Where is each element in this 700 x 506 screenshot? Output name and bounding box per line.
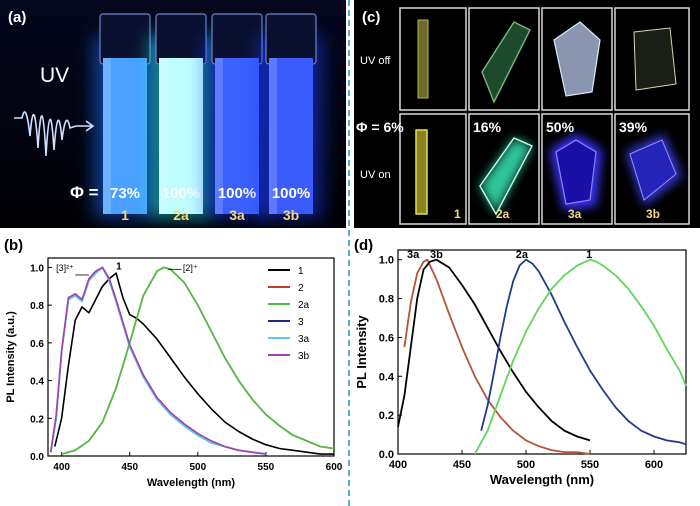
vial-sample-1: 1	[121, 207, 129, 223]
vial-qy-3a: 100%	[218, 185, 256, 202]
legend-label-3b: 3b	[298, 351, 310, 362]
qy-2a: 16%	[473, 119, 502, 135]
crystal-3b-on	[629, 139, 677, 201]
sample-label-3a: 3a	[568, 207, 582, 221]
vial-qy-1: 73%	[110, 185, 140, 202]
sample-label-2a: 2a	[496, 207, 510, 221]
uv-off-label: UV off	[360, 55, 391, 67]
crystal-2a-glow	[480, 138, 532, 214]
phi-label: Φ =	[70, 183, 99, 202]
uv-label: UV	[40, 64, 69, 87]
series-line-1	[54, 272, 334, 455]
vial-cap-1	[99, 13, 151, 65]
series-line-2a	[61, 266, 335, 455]
series-line-3b	[397, 258, 591, 442]
qy-3b: 39%	[619, 119, 648, 135]
crystal-3b-off	[633, 27, 677, 91]
series-line-3b	[49, 266, 267, 455]
vial-2a	[159, 58, 203, 214]
x-tick-label: 400	[53, 462, 70, 473]
vial-qy-3b: 100%	[272, 185, 310, 202]
x-tick-label: 550	[581, 459, 599, 471]
vial-3a	[215, 58, 259, 214]
y-tick-label: 0.8	[30, 301, 44, 312]
x-tick-label: 600	[326, 462, 343, 473]
crystal-3a-off	[553, 21, 601, 97]
panel-a-label: (a)	[8, 9, 26, 26]
panel-b-label: (b)	[4, 237, 23, 254]
y-tick-label: 0.0	[379, 449, 394, 461]
x-tick-label: 450	[121, 462, 138, 473]
y-tick-label: 1.0	[30, 263, 44, 274]
sample-label-1: 1	[454, 207, 461, 221]
y-tick-label: 0.4	[30, 377, 44, 388]
legend-label-1: 1	[298, 266, 304, 277]
chart-b: (b) 400 450 500 550 600 0.0 0.2 0.4 0.6 0.8 1.0 Wav…	[4, 237, 343, 489]
annotation-3-dication: [3]²⁺	[56, 263, 74, 273]
y-axis-label: PL Intensity (a.u.)	[5, 311, 17, 403]
series-line-2	[61, 266, 335, 455]
series-line-2a	[480, 258, 687, 446]
uv-on-label: UV on	[360, 169, 391, 181]
series-line-1	[474, 258, 687, 455]
vial-cap-2a	[155, 13, 207, 65]
vial-qy-2a: 100%	[162, 185, 200, 202]
plot-frame	[47, 257, 335, 457]
y-tick-label: 0.6	[379, 332, 394, 344]
x-tick-label: 500	[517, 459, 535, 471]
y-tick-label: 0.6	[30, 339, 44, 350]
qy-3a: 50%	[546, 119, 575, 135]
x-tick-label: 400	[389, 459, 407, 471]
x-tick-label: 450	[453, 459, 471, 471]
series-line-3a	[403, 258, 591, 455]
panel-c-label: (c)	[362, 9, 380, 26]
vial-sample-3b: 3b	[283, 207, 299, 223]
legend-label-3a: 3a	[298, 334, 310, 345]
qy-1: Φ = 6%	[356, 119, 404, 135]
vial-3b	[269, 58, 313, 214]
legend-label-2: 2	[298, 283, 304, 294]
annotation-2-cation: [2]⁺	[183, 263, 198, 273]
y-tick-label: 0.8	[379, 294, 394, 306]
crystal-1-on	[415, 129, 428, 215]
y-tick-label: 0.4	[379, 371, 395, 383]
sample-label-3b: 3b	[646, 207, 660, 221]
x-axis-label: Wavelength (nm)	[490, 472, 594, 487]
vial-cap-3b	[265, 13, 317, 65]
legend-label-2a: 2a	[298, 300, 310, 311]
y-tick-label: 0.2	[379, 410, 394, 422]
x-tick-label: 500	[189, 462, 206, 473]
photo-grid	[399, 7, 690, 225]
chart-d: (d) 400 450 500 550 600 0.0 0.2 0.4 0.6 0.8 1.0 Wav…	[354, 237, 687, 487]
panel-divider	[348, 0, 350, 506]
crystal-2a-off	[481, 21, 531, 104]
y-tick-label: 0.2	[30, 414, 44, 425]
panel-a-photo: 73% 1 100% 2a 100% 3a 100% 3b UV (a) Φ =	[0, 0, 346, 228]
annotation-3a: 3a	[407, 249, 420, 261]
panel-c-photo: (c) UV off UV on Φ = 6% 16% 50% 39% 1 2a…	[354, 0, 700, 228]
x-tick-label: 600	[645, 459, 663, 471]
vial-sample-2a: 2a	[173, 207, 189, 223]
crystal-3a-on	[555, 139, 597, 205]
crystal-2a-on	[479, 137, 533, 216]
vial-cap-3a	[211, 13, 263, 65]
crystal-1-off	[417, 19, 429, 99]
legend-label-3: 3	[298, 317, 304, 328]
annotation-3b: 3b	[430, 249, 443, 261]
x-axis-label: Wavelength (nm)	[147, 477, 236, 489]
panel-d-label: (d)	[354, 237, 373, 254]
y-tick-label: 1.0	[379, 255, 394, 267]
vial-sample-3a: 3a	[229, 207, 245, 223]
uv-wave-icon	[14, 111, 95, 157]
plot-frame	[397, 249, 687, 455]
y-tick-label: 0.0	[30, 452, 44, 463]
annotation-2a: 2a	[516, 249, 529, 261]
x-tick-label: 550	[258, 462, 275, 473]
y-axis-label: PL Intensity	[354, 315, 369, 389]
annotation-1: 1	[586, 249, 592, 261]
annotation-1: 1	[116, 261, 122, 272]
vial-1	[103, 58, 147, 214]
